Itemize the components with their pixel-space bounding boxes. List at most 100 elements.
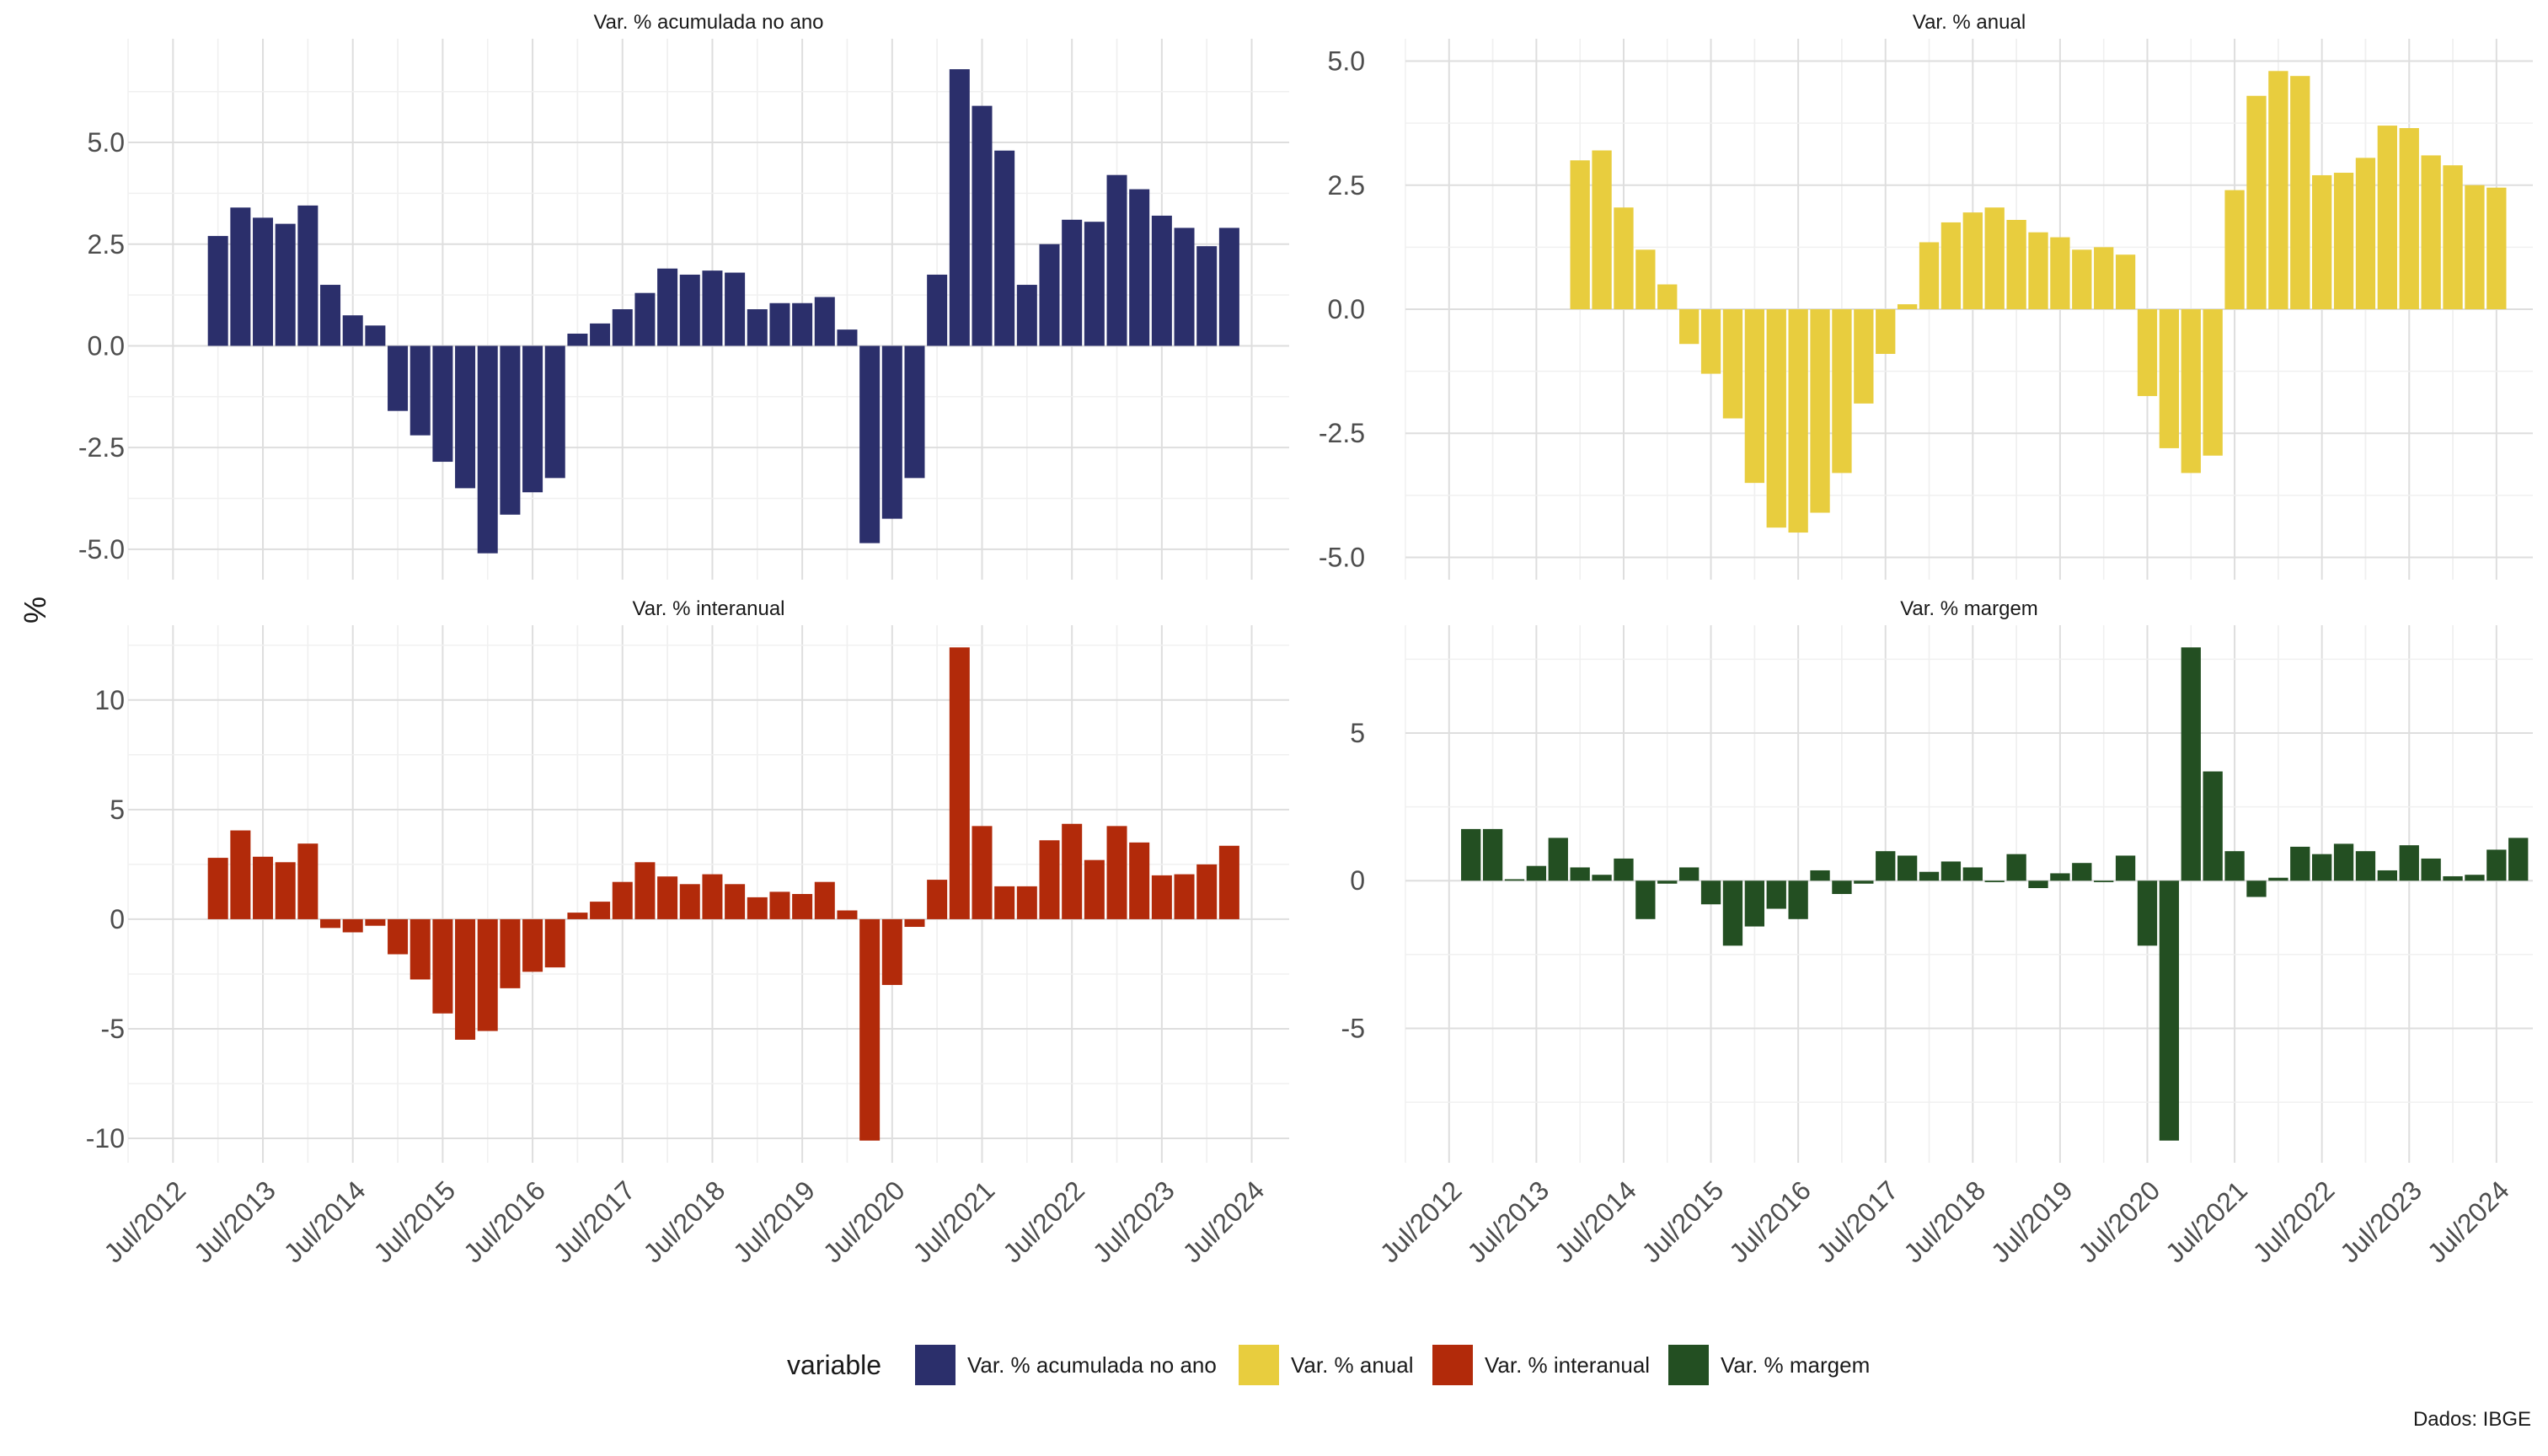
bar xyxy=(1174,228,1195,346)
bar xyxy=(567,333,588,346)
bar xyxy=(657,268,678,346)
bar xyxy=(2377,870,2398,881)
bar xyxy=(1106,826,1127,919)
legend-key xyxy=(1239,1345,1279,1385)
y-tick-label: -5.0 xyxy=(1319,542,1365,572)
legend-label: Var. % margem xyxy=(1721,1352,1870,1378)
bar xyxy=(1919,871,1940,881)
bar xyxy=(1876,851,1896,881)
y-tick-label: 5 xyxy=(110,795,125,825)
bar xyxy=(1984,207,2005,309)
bar xyxy=(1106,174,1127,346)
legend-label: Var. % interanual xyxy=(1485,1352,1650,1378)
bar xyxy=(634,292,656,346)
bar xyxy=(1614,858,1634,881)
bar xyxy=(702,270,723,346)
x-tick-label: Jul/2016 xyxy=(458,1175,551,1268)
bar xyxy=(657,876,678,919)
bar xyxy=(522,918,543,972)
bar xyxy=(1196,864,1218,919)
bar xyxy=(2246,881,2267,897)
x-tick-label: Jul/2023 xyxy=(2334,1175,2428,1268)
bar xyxy=(2333,843,2354,881)
bar xyxy=(365,918,386,926)
bar xyxy=(1744,309,1765,484)
bar xyxy=(1854,881,1874,884)
bar xyxy=(972,105,993,346)
bar xyxy=(1151,875,1172,919)
bar xyxy=(207,236,228,346)
bar xyxy=(2268,877,2288,881)
bar xyxy=(230,830,251,919)
legend-label: Var. % anual xyxy=(1291,1352,1414,1378)
bar xyxy=(972,826,993,919)
bar xyxy=(859,918,881,1141)
bar xyxy=(2137,881,2158,946)
bar xyxy=(927,880,948,919)
legend-key xyxy=(915,1345,956,1385)
y-tick-label: -5 xyxy=(101,1014,125,1044)
bar xyxy=(1700,881,1721,905)
bar xyxy=(2421,155,2441,309)
bar xyxy=(1876,309,1896,355)
bar xyxy=(792,302,813,346)
y-tick-label: 5 xyxy=(1350,718,1365,748)
bar xyxy=(859,345,881,543)
bar xyxy=(1196,246,1218,346)
bar xyxy=(2355,851,2376,881)
bar xyxy=(2421,858,2441,881)
bar xyxy=(1504,879,1525,881)
bar xyxy=(1039,840,1060,919)
facet-title: Var. % anual xyxy=(1913,11,2026,34)
bar xyxy=(2137,309,2158,397)
bar xyxy=(1062,219,1083,346)
bar xyxy=(1570,867,1590,881)
bar xyxy=(2290,76,2310,309)
bar xyxy=(612,881,633,919)
bar xyxy=(432,345,453,463)
bar xyxy=(297,205,318,346)
bar xyxy=(522,345,543,493)
bar xyxy=(1218,228,1239,346)
bar xyxy=(837,910,858,919)
bar xyxy=(792,894,813,919)
y-tick-label: 5.0 xyxy=(88,127,125,158)
bar xyxy=(1854,309,1874,404)
bar xyxy=(410,345,431,436)
bar xyxy=(2006,854,2026,881)
bar xyxy=(253,217,274,346)
bar xyxy=(410,918,431,980)
bar xyxy=(2312,174,2332,309)
bar xyxy=(1039,244,1060,346)
bar xyxy=(1744,881,1765,927)
bar xyxy=(2159,881,2180,1141)
x-tick-label: Jul/2021 xyxy=(2160,1175,2253,1268)
bar xyxy=(2443,165,2463,309)
x-tick-label: Jul/2022 xyxy=(997,1175,1090,1268)
x-tick-label: Jul/2015 xyxy=(367,1175,461,1268)
y-tick-label: 5.0 xyxy=(1328,46,1365,77)
bar xyxy=(1722,309,1743,419)
bar xyxy=(725,272,746,346)
bar xyxy=(679,884,700,919)
bar xyxy=(2443,875,2463,881)
bar xyxy=(1897,304,1918,309)
bar xyxy=(1984,881,2005,882)
bar xyxy=(994,150,1015,346)
bar xyxy=(2486,849,2507,881)
bar xyxy=(1062,823,1083,919)
bar xyxy=(1679,309,1700,345)
bar xyxy=(2290,846,2310,881)
bar xyxy=(949,647,970,919)
bar xyxy=(2181,647,2201,881)
bar xyxy=(2399,128,2419,309)
bar xyxy=(2246,95,2267,309)
bar xyxy=(2006,219,2026,309)
x-tick-label: Jul/2018 xyxy=(1898,1175,1991,1268)
x-tick-label: Jul/2015 xyxy=(1635,1175,1729,1268)
bar xyxy=(2115,855,2136,881)
bar xyxy=(1592,875,1612,881)
bar xyxy=(837,329,858,346)
bar xyxy=(388,918,409,955)
